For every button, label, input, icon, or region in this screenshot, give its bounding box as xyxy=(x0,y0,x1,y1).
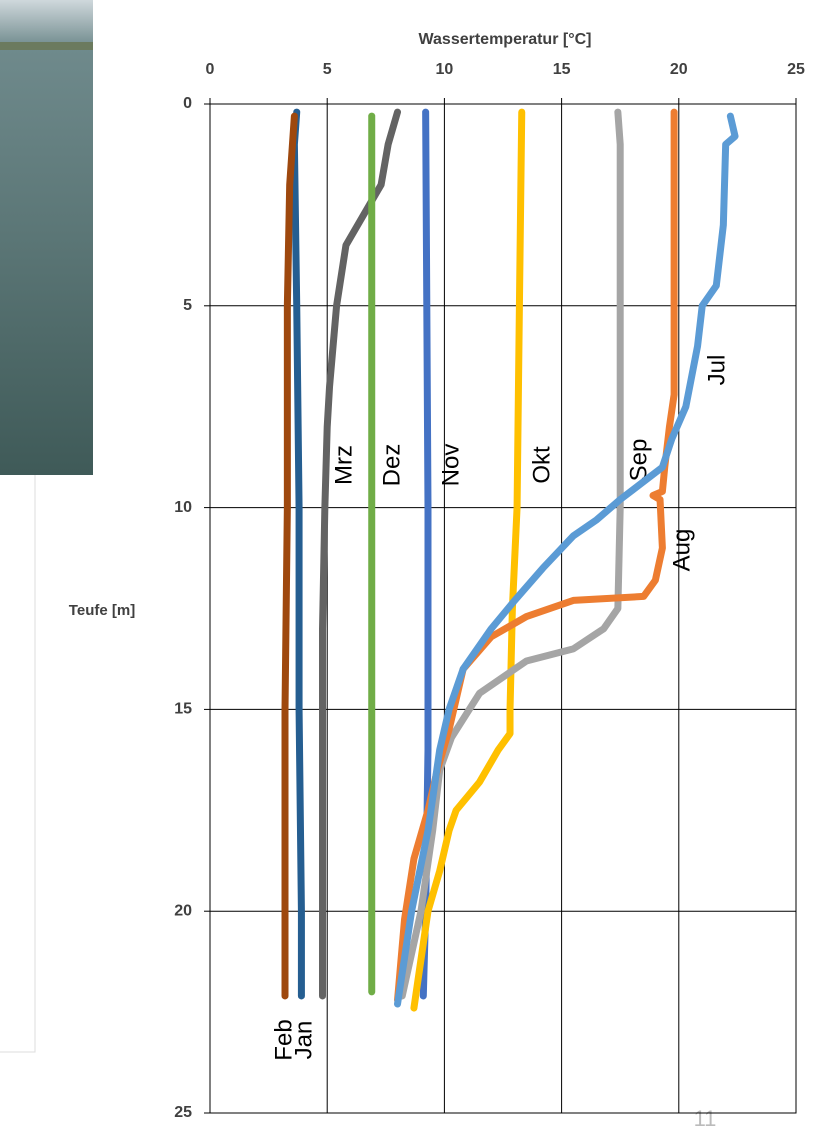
profile-line xyxy=(290,108,305,1000)
page-number: 11 xyxy=(694,1106,717,1128)
x-tick-label: 5 xyxy=(323,61,332,78)
series-label: Jul xyxy=(703,355,730,386)
series-label: Jan xyxy=(290,1021,317,1060)
shoreline xyxy=(0,42,93,50)
y-tick-label: 0 xyxy=(183,95,192,112)
y-tick-label: 5 xyxy=(183,297,192,314)
series-label: Nov xyxy=(437,444,464,487)
x-tick-label: 25 xyxy=(787,61,805,78)
x-tick-label: 0 xyxy=(206,61,215,78)
lake-photo xyxy=(0,0,93,475)
x-tick-label: 15 xyxy=(553,61,571,78)
y-tick-label: 25 xyxy=(174,1104,192,1121)
series-label: Feb xyxy=(270,1019,297,1060)
x-tick-label: 10 xyxy=(436,61,454,78)
y-axis-label: Teufe [m] xyxy=(69,602,135,619)
y-tick-label: 10 xyxy=(174,499,192,516)
x-tick-label: 20 xyxy=(670,61,688,78)
profile-line xyxy=(398,108,624,1000)
chart-title: Wassertemperatur [°C] xyxy=(419,31,592,48)
series-label: Okt xyxy=(528,446,555,484)
y-tick-label: 15 xyxy=(174,701,192,718)
series-label: Aug xyxy=(668,529,695,572)
y-tick-label: 20 xyxy=(174,902,192,919)
frame xyxy=(0,475,36,1053)
series-label: Dez xyxy=(378,444,405,487)
series-label: Mrz xyxy=(330,445,357,485)
profile-line xyxy=(319,108,402,1000)
profile-line xyxy=(281,112,298,1000)
profile-line xyxy=(394,112,739,1008)
profile-line xyxy=(410,108,526,1012)
